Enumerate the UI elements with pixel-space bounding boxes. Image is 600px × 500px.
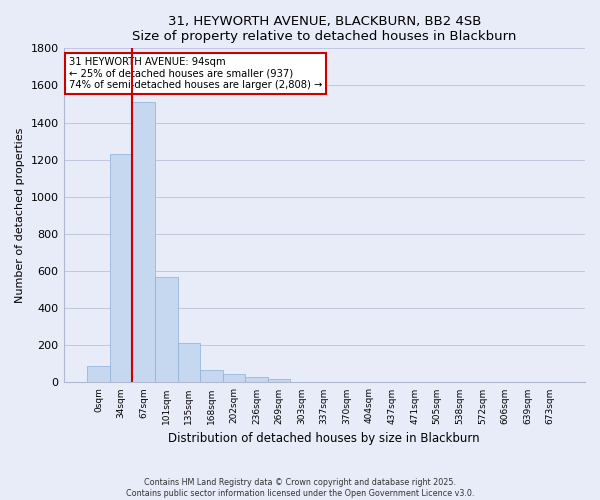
- Bar: [268, 378, 290, 382]
- X-axis label: Distribution of detached houses by size in Blackburn: Distribution of detached houses by size …: [169, 432, 480, 445]
- Bar: [133, 102, 155, 382]
- Bar: [245, 377, 268, 382]
- Text: 31 HEYWORTH AVENUE: 94sqm
← 25% of detached houses are smaller (937)
74% of semi: 31 HEYWORTH AVENUE: 94sqm ← 25% of detac…: [69, 56, 322, 90]
- Bar: [200, 370, 223, 382]
- Bar: [110, 154, 133, 382]
- Title: 31, HEYWORTH AVENUE, BLACKBURN, BB2 4SB
Size of property relative to detached ho: 31, HEYWORTH AVENUE, BLACKBURN, BB2 4SB …: [132, 15, 517, 43]
- Bar: [155, 276, 178, 382]
- Bar: [223, 374, 245, 382]
- Bar: [87, 366, 110, 382]
- Text: Contains HM Land Registry data © Crown copyright and database right 2025.
Contai: Contains HM Land Registry data © Crown c…: [126, 478, 474, 498]
- Y-axis label: Number of detached properties: Number of detached properties: [15, 128, 25, 303]
- Bar: [178, 344, 200, 382]
